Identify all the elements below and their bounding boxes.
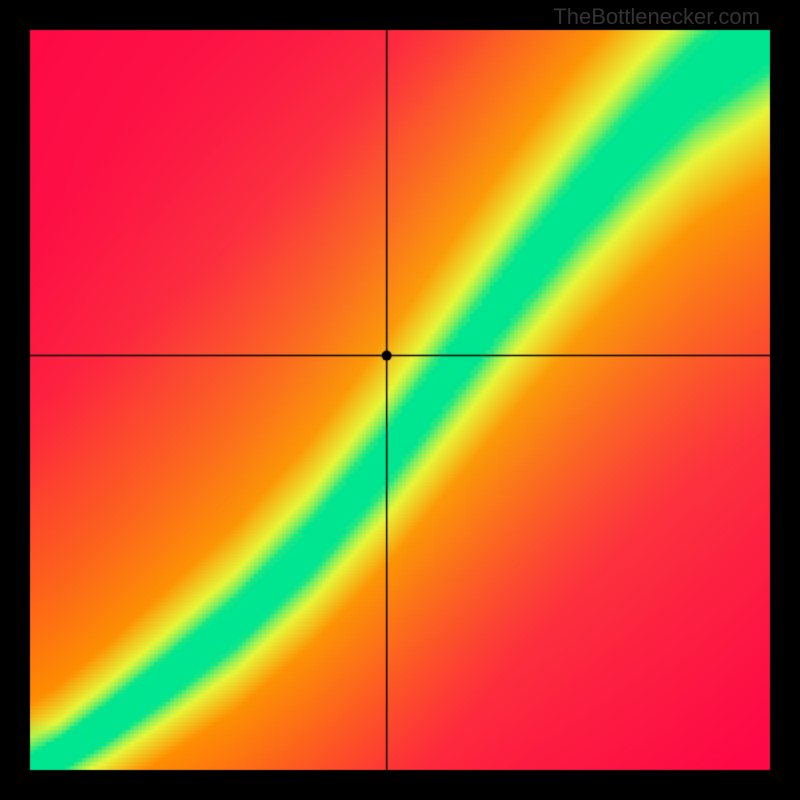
- chart-container: TheBottlenecker.com: [0, 0, 800, 800]
- bottleneck-heatmap: [0, 0, 800, 800]
